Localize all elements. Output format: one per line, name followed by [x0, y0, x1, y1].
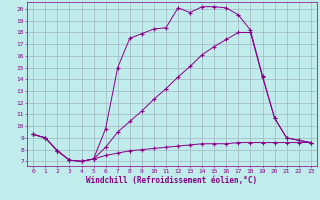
- X-axis label: Windchill (Refroidissement éolien,°C): Windchill (Refroidissement éolien,°C): [86, 176, 258, 185]
